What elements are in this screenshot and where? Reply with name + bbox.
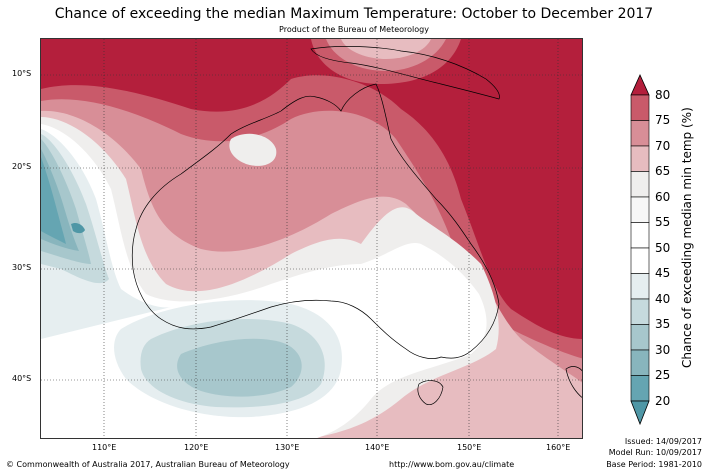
band-25 — [41, 157, 66, 244]
colorbar-band-75-80 — [630, 94, 650, 121]
colorbar-band-45-50 — [630, 247, 650, 274]
page-title: Chance of exceeding the median Maximum T… — [54, 6, 654, 22]
colorbar-tick-20: 20 — [655, 394, 671, 408]
colorbar-band-40-45 — [630, 273, 650, 300]
band-35-south — [177, 338, 302, 397]
lat-label-40s: 40°S — [12, 374, 32, 383]
colorbar-tick-65: 65 — [655, 164, 671, 178]
colorbar-band-50-55 — [630, 222, 650, 249]
colorbar-band-20-25 — [630, 375, 650, 402]
lat-label-20s: 20°S — [12, 162, 32, 171]
colorbar-tick-80: 80 — [655, 88, 671, 102]
footer-url[interactable]: http://www.bom.gov.au/climate — [389, 460, 515, 469]
colorbar-tick-25: 25 — [655, 368, 671, 382]
lat-label-30s: 30°S — [12, 263, 32, 272]
colorbar-band-70-75 — [630, 120, 650, 147]
graticule — [41, 39, 582, 438]
band-65-top — [341, 39, 431, 59]
lon-label-150e: 150°E — [457, 443, 482, 452]
forecast-map — [40, 38, 583, 439]
colorbar-tick-30: 30 — [655, 343, 671, 357]
colorbar-band-60-65 — [630, 171, 650, 198]
map-svg — [41, 39, 582, 438]
colorbar-band-65-70 — [630, 145, 650, 172]
colorbar-band-55-60 — [630, 196, 650, 223]
colorbar-tick-60: 60 — [655, 190, 671, 204]
colorbar-tick-70: 70 — [655, 139, 671, 153]
footer-model-run: Model Run: 10/09/2017 — [608, 448, 702, 457]
new-zealand-coastline — [565, 366, 582, 398]
colorbar-tick-45: 45 — [655, 266, 671, 280]
lon-label-120e: 120°E — [184, 443, 209, 452]
band-20 — [71, 222, 85, 234]
footer-copyright: © Commonwealth of Australia 2017, Austra… — [6, 460, 290, 469]
colorbar-tick-40: 40 — [655, 292, 671, 306]
colorbar-title: Chance of exceeding median min temp (%) — [680, 107, 694, 368]
lon-label-110e: 110°E — [92, 443, 117, 452]
australia-coastline — [131, 83, 500, 359]
colorbar-tick-55: 55 — [655, 215, 671, 229]
colorbar-tick-35: 35 — [655, 317, 671, 331]
colorbar-band-25-30 — [630, 349, 650, 376]
lon-label-140e: 140°E — [365, 443, 390, 452]
tasmania-coastline — [417, 380, 444, 405]
colorbar-bottom-arrow — [630, 400, 650, 426]
colorbar — [630, 74, 650, 426]
band-60-small — [229, 133, 277, 166]
lon-label-160e: 160°E — [546, 443, 571, 452]
colorbar-band-30-35 — [630, 324, 650, 351]
colorbar-band-35-40 — [630, 298, 650, 325]
footer-issued: Issued: 14/09/2017 — [624, 437, 702, 446]
footer-base-period: Base Period: 1981-2010 — [606, 460, 702, 469]
colorbar-tick-75: 75 — [655, 113, 671, 127]
lat-label-10s: 10°S — [12, 69, 32, 78]
colorbar-tick-50: 50 — [655, 241, 671, 255]
page-subtitle: Product of the Bureau of Meteorology — [279, 25, 429, 34]
lon-label-130e: 130°E — [275, 443, 300, 452]
new-guinea-coastline — [310, 46, 500, 100]
colorbar-top-arrow — [630, 74, 650, 96]
